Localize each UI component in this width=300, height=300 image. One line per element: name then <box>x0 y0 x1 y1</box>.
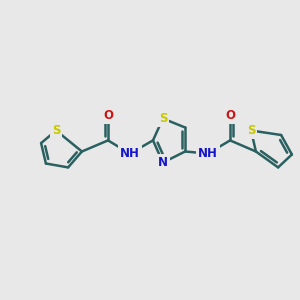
Text: O: O <box>103 109 113 122</box>
Text: NH: NH <box>198 147 218 160</box>
Text: S: S <box>159 112 167 125</box>
Text: NH: NH <box>120 147 140 160</box>
Text: O: O <box>225 109 235 122</box>
Text: S: S <box>52 124 60 137</box>
Text: N: N <box>158 156 168 169</box>
Text: S: S <box>247 124 255 137</box>
